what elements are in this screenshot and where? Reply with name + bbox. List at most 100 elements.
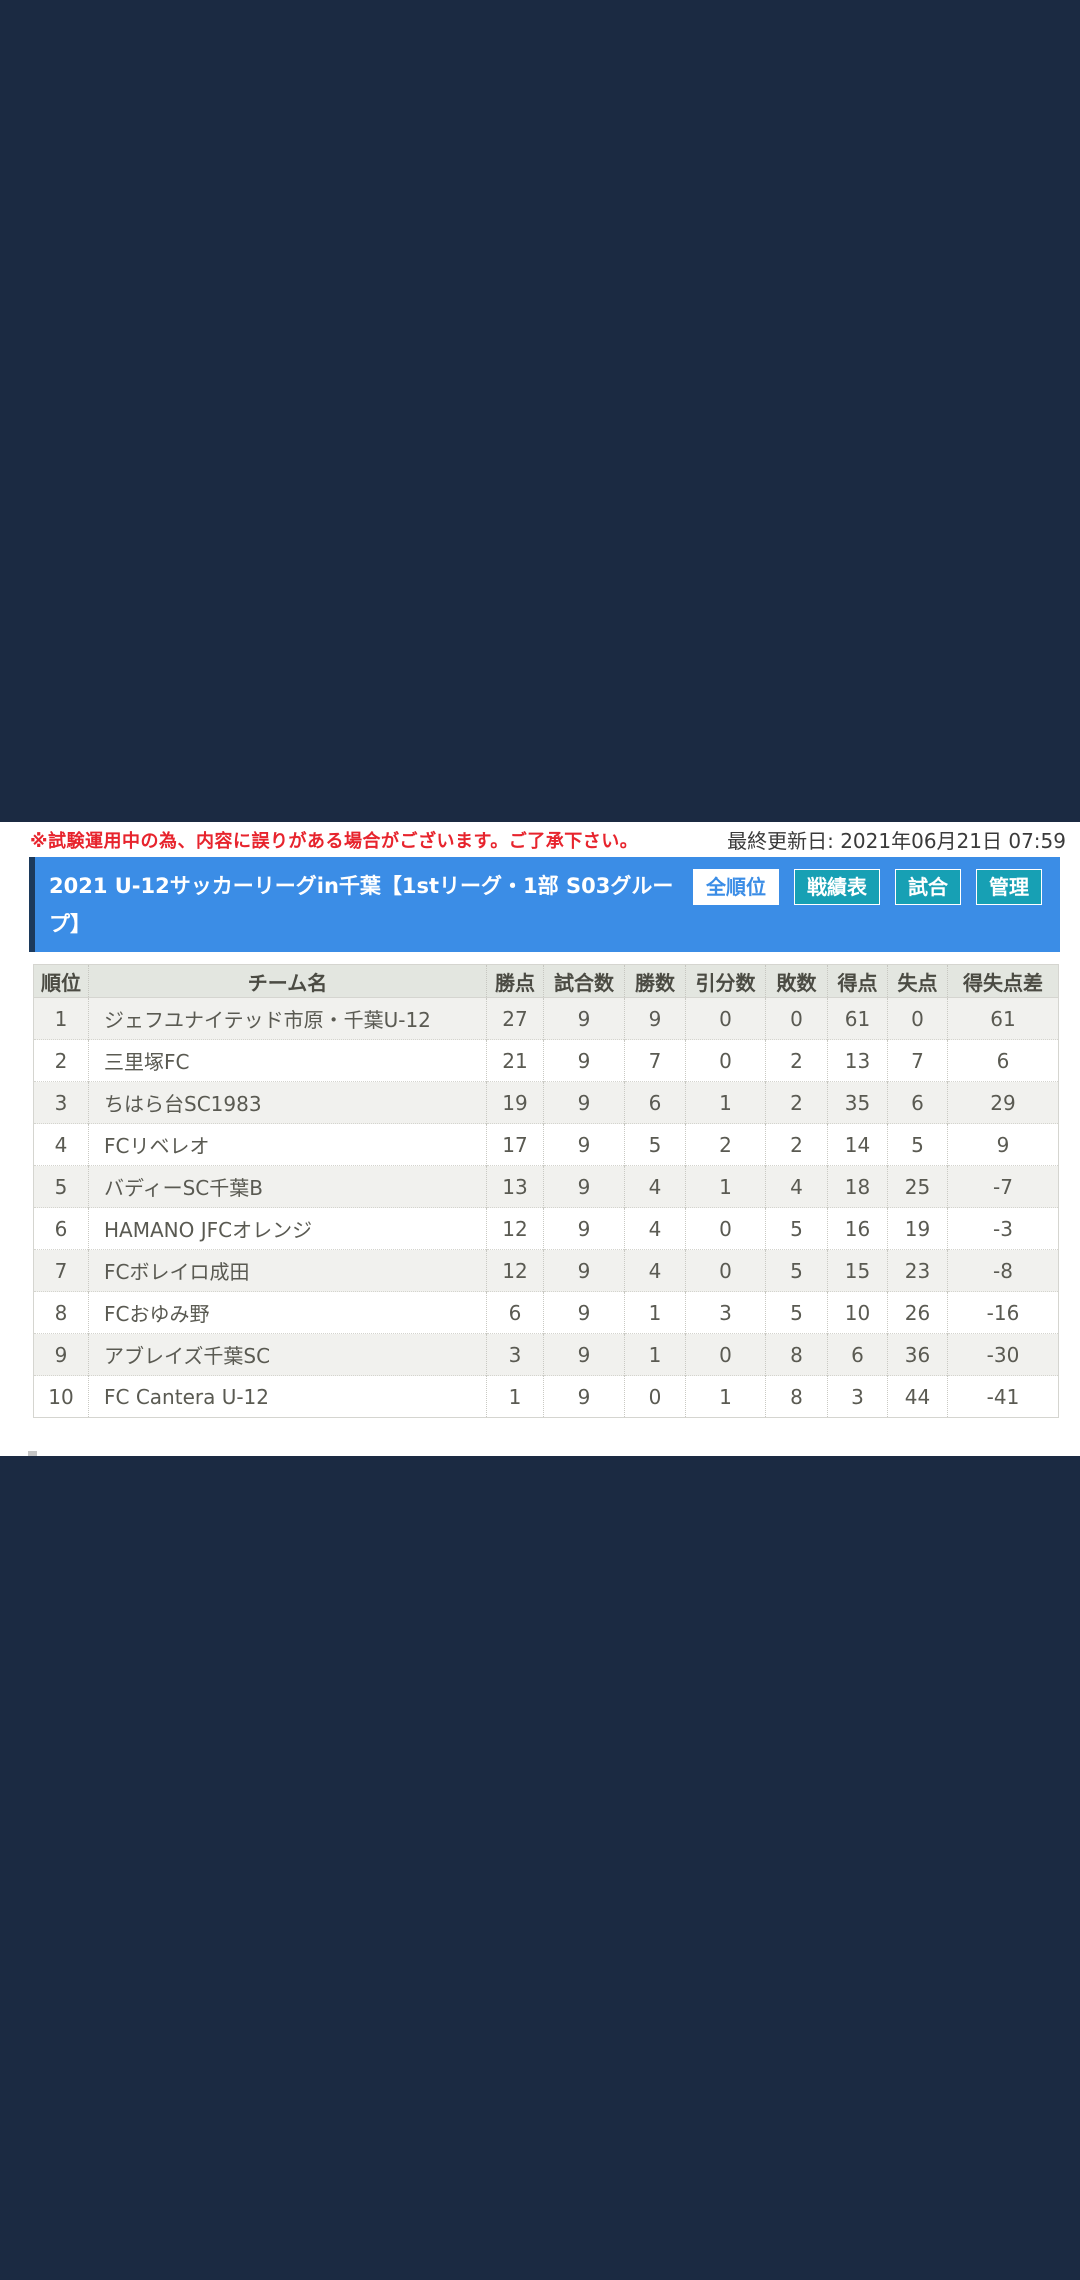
warning-text: ※試験運用中の為、内容に誤りがある場合がございます。ご了承下さい。 bbox=[30, 830, 639, 852]
cell-played: 9 bbox=[543, 1039, 625, 1082]
cell-team: FCボレイロ成田 bbox=[88, 1249, 487, 1292]
table-header-row: 順位 チーム名 勝点 試合数 勝数 引分数 敗数 得点 失点 得失点差 bbox=[33, 964, 1059, 998]
cell-points: 1 bbox=[486, 1375, 544, 1418]
cell-losses: 8 bbox=[765, 1333, 828, 1376]
cell-goal-diff: -30 bbox=[947, 1333, 1059, 1376]
cell-losses: 2 bbox=[765, 1123, 828, 1166]
table-row: 8 FCおゆみ野 6 9 1 3 5 10 26 -16 bbox=[33, 1291, 1059, 1334]
cell-draws: 1 bbox=[685, 1375, 766, 1418]
col-rank: 順位 bbox=[33, 964, 89, 998]
col-goals-against: 失点 bbox=[887, 964, 948, 998]
league-title: 2021 U-12サッカーリーグin千葉【1stリーグ・1部 S03グループ】 bbox=[49, 874, 674, 936]
cell-rank: 3 bbox=[33, 1081, 89, 1124]
table-row: 9 アブレイズ千葉SC 3 9 1 0 8 6 36 -30 bbox=[33, 1333, 1059, 1376]
corner-mark bbox=[28, 1451, 37, 1456]
cell-played: 9 bbox=[543, 1123, 625, 1166]
cell-goal-diff: 29 bbox=[947, 1081, 1059, 1124]
cell-goals-against: 36 bbox=[887, 1333, 948, 1376]
standings-table-wrap: 順位 チーム名 勝点 試合数 勝数 引分数 敗数 得点 失点 得失点差 1 ジェフ… bbox=[33, 964, 1059, 1418]
cell-goals-against: 0 bbox=[887, 997, 948, 1040]
cell-goals-for: 16 bbox=[827, 1207, 888, 1250]
cell-goals-for: 35 bbox=[827, 1081, 888, 1124]
cell-draws: 0 bbox=[685, 997, 766, 1040]
cell-played: 9 bbox=[543, 1333, 625, 1376]
cell-draws: 0 bbox=[685, 1039, 766, 1082]
league-header-bar: 2021 U-12サッカーリーグin千葉【1stリーグ・1部 S03グループ】 … bbox=[29, 857, 1060, 952]
cell-goals-against: 19 bbox=[887, 1207, 948, 1250]
cell-losses: 0 bbox=[765, 997, 828, 1040]
cell-losses: 5 bbox=[765, 1207, 828, 1250]
col-team: チーム名 bbox=[88, 964, 487, 998]
col-losses: 敗数 bbox=[765, 964, 828, 998]
cell-points: 27 bbox=[486, 997, 544, 1040]
cell-goals-against: 5 bbox=[887, 1123, 948, 1166]
cell-goal-diff: -7 bbox=[947, 1165, 1059, 1208]
cell-rank: 9 bbox=[33, 1333, 89, 1376]
cell-goals-for: 3 bbox=[827, 1375, 888, 1418]
cell-goals-for: 18 bbox=[827, 1165, 888, 1208]
cell-team: FCリベレオ bbox=[88, 1123, 487, 1166]
cell-goal-diff: 6 bbox=[947, 1039, 1059, 1082]
cell-points: 12 bbox=[486, 1207, 544, 1250]
tab-admin[interactable]: 管理 bbox=[976, 869, 1042, 905]
cell-draws: 2 bbox=[685, 1123, 766, 1166]
cell-goals-against: 23 bbox=[887, 1249, 948, 1292]
table-row: 1 ジェフユナイテッド市原・千葉U-12 27 9 9 0 0 61 0 61 bbox=[33, 997, 1059, 1040]
cell-team: ジェフユナイテッド市原・千葉U-12 bbox=[88, 997, 487, 1040]
cell-wins: 1 bbox=[624, 1291, 686, 1334]
cell-goals-against: 6 bbox=[887, 1081, 948, 1124]
col-played: 試合数 bbox=[543, 964, 625, 998]
cell-goals-against: 44 bbox=[887, 1375, 948, 1418]
cell-draws: 1 bbox=[685, 1165, 766, 1208]
table-row: 6 HAMANO JFCオレンジ 12 9 4 0 5 16 19 -3 bbox=[33, 1207, 1059, 1250]
col-points: 勝点 bbox=[486, 964, 544, 998]
table-row: 4 FCリベレオ 17 9 5 2 2 14 5 9 bbox=[33, 1123, 1059, 1166]
cell-rank: 8 bbox=[33, 1291, 89, 1334]
cell-losses: 4 bbox=[765, 1165, 828, 1208]
cell-team: HAMANO JFCオレンジ bbox=[88, 1207, 487, 1250]
cell-goals-for: 10 bbox=[827, 1291, 888, 1334]
standings-table: 順位 チーム名 勝点 試合数 勝数 引分数 敗数 得点 失点 得失点差 1 ジェフ… bbox=[33, 964, 1059, 1418]
cell-team: FC Cantera U-12 bbox=[88, 1375, 487, 1418]
cell-goal-diff: -8 bbox=[947, 1249, 1059, 1292]
table-row: 2 三里塚FC 21 9 7 0 2 13 7 6 bbox=[33, 1039, 1059, 1082]
cell-points: 19 bbox=[486, 1081, 544, 1124]
cell-goals-for: 13 bbox=[827, 1039, 888, 1082]
cell-played: 9 bbox=[543, 1165, 625, 1208]
cell-wins: 4 bbox=[624, 1249, 686, 1292]
cell-draws: 1 bbox=[685, 1081, 766, 1124]
cell-goals-for: 61 bbox=[827, 997, 888, 1040]
tab-matches[interactable]: 試合 bbox=[895, 869, 961, 905]
cell-rank: 1 bbox=[33, 997, 89, 1040]
cell-played: 9 bbox=[543, 1249, 625, 1292]
cell-draws: 0 bbox=[685, 1333, 766, 1376]
cell-draws: 3 bbox=[685, 1291, 766, 1334]
cell-wins: 1 bbox=[624, 1333, 686, 1376]
tab-all-rankings[interactable]: 全順位 bbox=[693, 869, 779, 905]
cell-team: 三里塚FC bbox=[88, 1039, 487, 1082]
standings-body: 1 ジェフユナイテッド市原・千葉U-12 27 9 9 0 0 61 0 61 2 三里塚FC 21 9 7… bbox=[33, 997, 1059, 1418]
cell-wins: 0 bbox=[624, 1375, 686, 1418]
tab-results-grid[interactable]: 戦績表 bbox=[794, 869, 880, 905]
table-row: 7 FCボレイロ成田 12 9 4 0 5 15 23 -8 bbox=[33, 1249, 1059, 1292]
cell-goal-diff: 61 bbox=[947, 997, 1059, 1040]
table-row: 5 バディーSC千葉B 13 9 4 1 4 18 25 -7 bbox=[33, 1165, 1059, 1208]
cell-team: FCおゆみ野 bbox=[88, 1291, 487, 1334]
cell-team: バディーSC千葉B bbox=[88, 1165, 487, 1208]
cell-goals-for: 6 bbox=[827, 1333, 888, 1376]
cell-draws: 0 bbox=[685, 1249, 766, 1292]
cell-rank: 6 bbox=[33, 1207, 89, 1250]
cell-rank: 2 bbox=[33, 1039, 89, 1082]
cell-goals-for: 14 bbox=[827, 1123, 888, 1166]
cell-rank: 7 bbox=[33, 1249, 89, 1292]
cell-points: 13 bbox=[486, 1165, 544, 1208]
cell-rank: 10 bbox=[33, 1375, 89, 1418]
cell-points: 6 bbox=[486, 1291, 544, 1334]
cell-points: 3 bbox=[486, 1333, 544, 1376]
cell-played: 9 bbox=[543, 1207, 625, 1250]
cell-wins: 5 bbox=[624, 1123, 686, 1166]
cell-goal-diff: 9 bbox=[947, 1123, 1059, 1166]
cell-wins: 4 bbox=[624, 1165, 686, 1208]
cell-losses: 2 bbox=[765, 1039, 828, 1082]
